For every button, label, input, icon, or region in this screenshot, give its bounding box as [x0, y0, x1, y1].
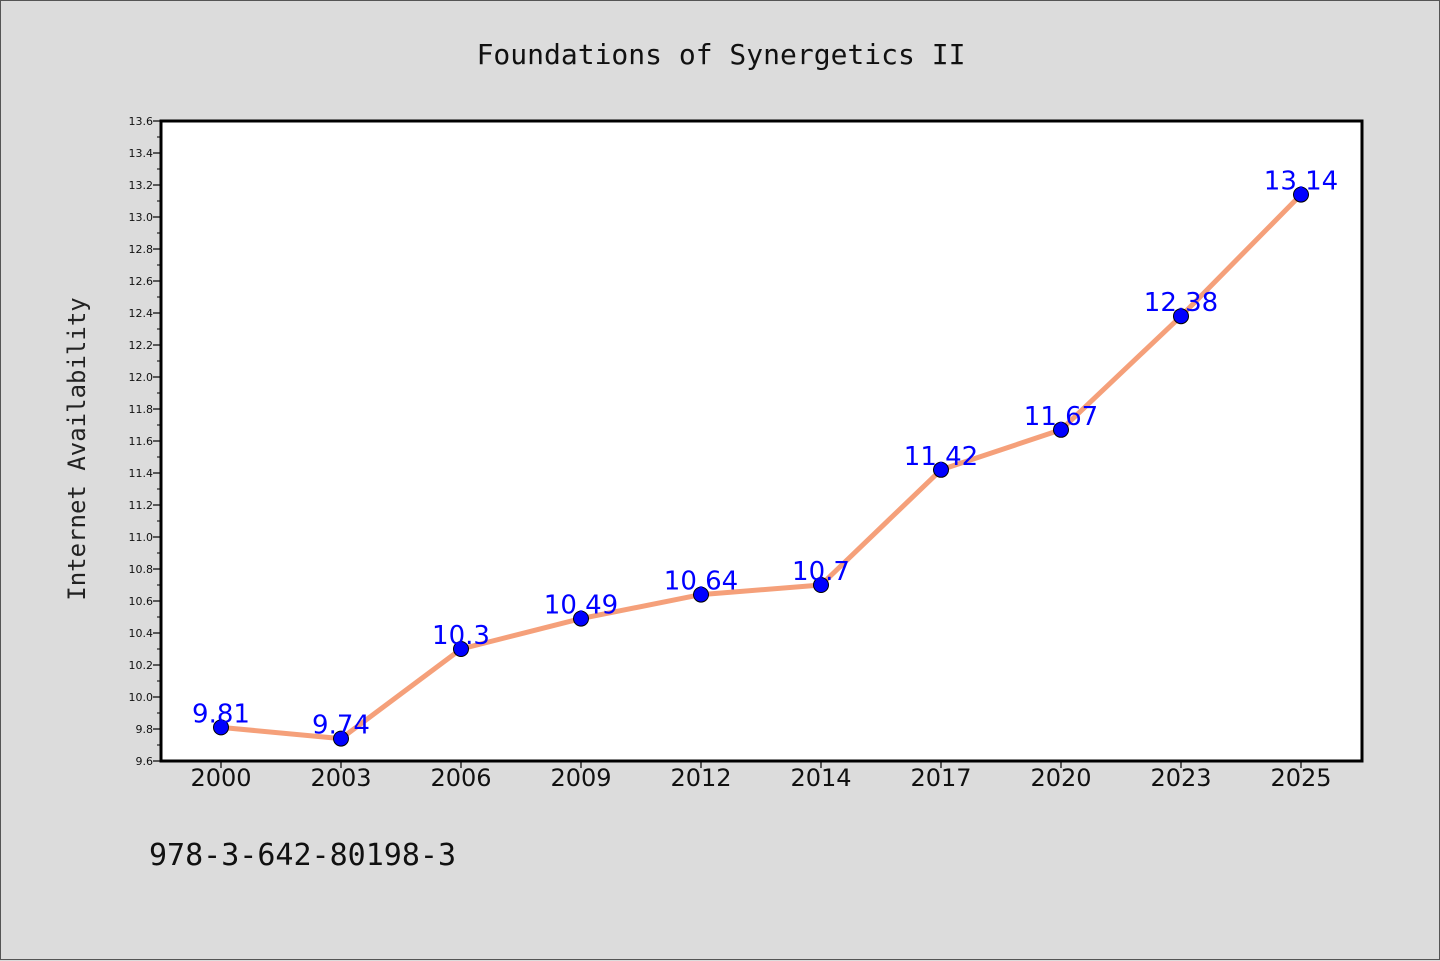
data-label: 11.67: [1024, 402, 1098, 432]
series-line: [220, 192, 1303, 742]
y-tick-label: 10.4: [129, 627, 154, 640]
y-tick-label: 13.2: [129, 179, 154, 192]
y-tick-label: 12.4: [129, 307, 154, 320]
y-tick-label: 11.4: [129, 467, 154, 480]
y-tick-label: 9.6: [136, 755, 154, 768]
data-point: [933, 461, 949, 478]
data-label: 10.49: [544, 591, 618, 621]
x-tick-label: 2023: [1150, 764, 1211, 792]
y-tick-label: 11.2: [129, 499, 154, 512]
x-tick-label: 2025: [1270, 764, 1331, 792]
y-tick-label: 13.4: [129, 147, 154, 160]
y-tick-label: 12.2: [129, 339, 154, 352]
data-point: [333, 730, 349, 747]
y-tick-label: 11.6: [129, 435, 154, 448]
y-tick-label: 13.6: [129, 115, 154, 128]
data-point: [573, 610, 589, 627]
x-tick-label: 2020: [1030, 764, 1091, 792]
data-label: 10.7: [792, 557, 850, 587]
data-label: 12.38: [1144, 288, 1218, 318]
x-axis: 2000 2003 2006 2009 2012 2014 2017 2020 2023 2025: [190, 761, 1332, 792]
y-tick-label: 12.8: [129, 243, 154, 256]
data-label-layer: 9.81 9.74 10.3 10.49 10.64 10.7 11.42 11.67 12.3…: [192, 167, 1338, 741]
y-tick-label: 11.8: [129, 403, 154, 416]
data-point: [1053, 421, 1069, 438]
y-tick-label: 10.6: [129, 595, 154, 608]
data-label: 10.3: [432, 621, 490, 651]
y-tick-label: 12.0: [129, 371, 154, 384]
data-label: 13.14: [1264, 167, 1338, 197]
y-axis: 9.6 9.8 10.0 10.2 10.4 10.6 10.8 11.0 11.2 11.4 11…: [129, 115, 161, 768]
plot-area: [159, 119, 1364, 763]
x-tick-label: 2003: [310, 764, 371, 792]
chart-title: Foundations of Synergetics II: [477, 38, 966, 71]
x-tick-label: 2006: [430, 764, 491, 792]
data-point: [1173, 308, 1189, 325]
y-tick-label: 12.6: [129, 275, 154, 288]
x-tick-label: 2000: [190, 764, 251, 792]
x-tick-label: 2014: [790, 764, 851, 792]
data-point: [693, 586, 709, 603]
y-tick-label: 9.8: [136, 723, 154, 736]
y-tick-label: 10.0: [129, 691, 154, 704]
series-layer: [213, 186, 1309, 747]
isbn-footnote: 978-3-642-80198-3: [149, 838, 456, 873]
data-point: [813, 577, 829, 593]
data-point: [453, 641, 469, 657]
data-label: 9.81: [192, 699, 250, 729]
y-tick-label: 11.0: [129, 531, 154, 544]
x-tick-label: 2009: [550, 764, 611, 792]
data-label: 10.64: [664, 567, 738, 597]
x-tick-label: 2017: [910, 764, 971, 792]
y-tick-label: 10.2: [129, 659, 154, 672]
y-tick-label: 13.0: [129, 211, 154, 224]
data-point: [1293, 186, 1309, 203]
data-label: 9.74: [312, 711, 370, 741]
x-tick-label: 2012: [670, 764, 731, 792]
data-point: [213, 719, 229, 736]
data-label: 11.42: [904, 442, 978, 472]
y-tick-label: 10.8: [129, 563, 154, 576]
y-axis-label: Internet Availability: [63, 297, 91, 600]
